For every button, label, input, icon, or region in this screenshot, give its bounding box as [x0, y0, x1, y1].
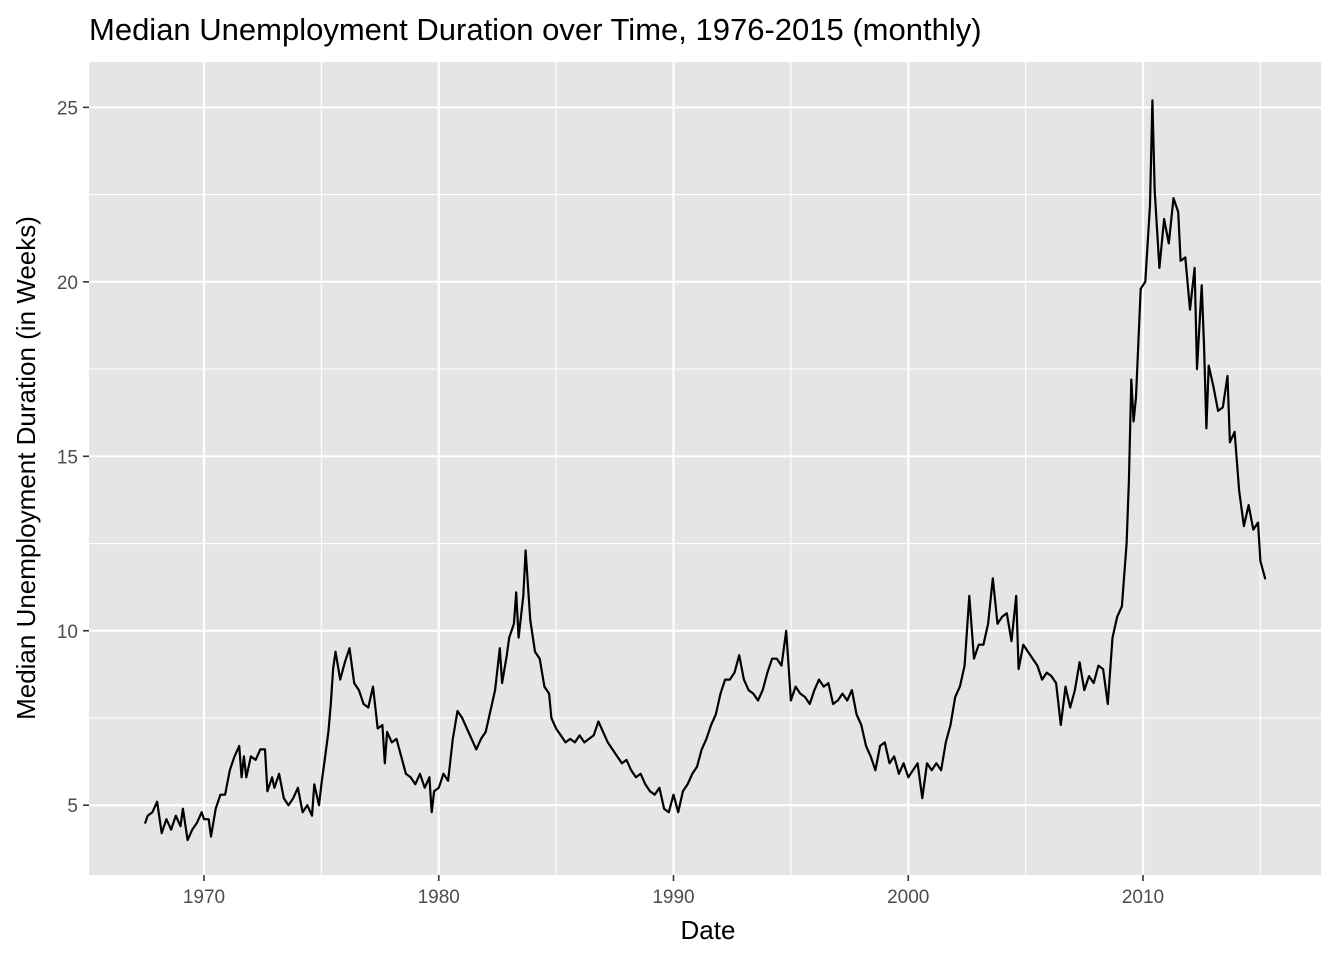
y-tick-label: 5: [67, 796, 78, 817]
y-tick-label: 10: [57, 622, 78, 643]
y-tick-label: 20: [57, 273, 78, 294]
grid-major: [89, 62, 1321, 875]
x-tick-label: 1980: [418, 887, 460, 908]
x-axis-title: Date: [681, 915, 736, 945]
series-layer: [144, 99, 1267, 842]
y-tick-label: 25: [57, 98, 78, 119]
x-tick-label: 2010: [1122, 887, 1164, 908]
x-tick-label: 2000: [887, 887, 929, 908]
y-tick-label: 15: [57, 447, 78, 468]
x-tick-label: 1970: [183, 887, 225, 908]
x-axis: 1970 1980 1990 2000 2010: [183, 875, 1164, 908]
plot-panel: [89, 62, 1321, 875]
y-axis: 5 10 15 20 25: [57, 98, 89, 817]
x-tick-label: 1990: [652, 887, 694, 908]
grid-minor: [89, 62, 1321, 875]
series-line: [144, 99, 1267, 842]
y-axis-title: Median Unemployment Duration (in Weeks): [11, 216, 41, 720]
chart-title: Median Unemployment Duration over Time, …: [89, 12, 982, 47]
